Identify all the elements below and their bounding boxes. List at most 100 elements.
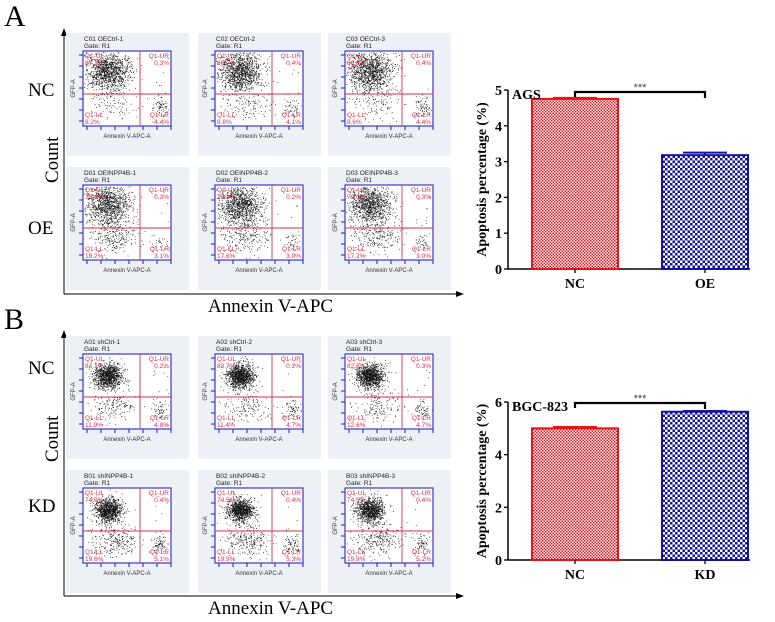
quadrant-lr-label: Q1-LR <box>282 112 301 119</box>
quadrant-lr-label: Q1-LR <box>412 549 431 556</box>
flow-plot: B01 shINPP4B-1 Gate: R1 Q1-UL 74.8% Q1-UR 0.4… <box>66 470 189 593</box>
quadrant-ur-value: 0.3% <box>154 60 169 67</box>
x-tick-label: NC <box>565 568 585 583</box>
quadrant-lr-value: 4.1% <box>286 119 301 126</box>
x-tick-label: OE <box>695 277 715 292</box>
flow-sample-name: C03 OECtrl-3 <box>346 36 386 43</box>
flow-plot-title: A01 shCtrl-1 Gate: R1 <box>84 339 120 353</box>
quadrant-ur-label: Q1-UR <box>411 53 432 60</box>
flow-plot: C02 OECtrl-2 Gate: R1 Q1-UL 86.7% Q1-UR 0.4% Q… <box>198 33 321 156</box>
flow-y-axis-label: GFP-A <box>203 382 209 400</box>
flow-x-axis-label: Annexin V-APC-A <box>235 437 282 443</box>
flow-x-axis-label: Annexin V-APC-A <box>103 268 150 274</box>
quadrant-ll-label: Q1-LL <box>347 549 365 556</box>
quadrant-ll-value: 12.6% <box>347 422 366 429</box>
flow-gate: Gate: R1 <box>84 177 111 184</box>
quadrant-ul-value: 86.6% <box>347 60 366 67</box>
quadrant-ul-value: 74.5% <box>217 497 236 504</box>
quadrant-lr-label: Q1-LR <box>282 415 301 422</box>
flow-plot-title: A02 shCtrl-2 Gate: R1 <box>216 339 252 353</box>
quadrant-ll-label: Q1-LL <box>217 112 235 119</box>
x-tick-label: NC <box>565 277 585 292</box>
scatter-points <box>216 491 300 561</box>
quadrant-ul-value: 83.1% <box>85 363 104 370</box>
flow-plot: C01 OECtrl-1 Gate: R1 Q1-UL 87.1% Q1-UR 0.3% Q… <box>66 33 189 156</box>
scatter-points <box>216 52 302 121</box>
flow-plot-title: B01 shINPP4B-1 Gate: R1 <box>84 473 133 487</box>
flow-sample-name: B01 shINPP4B-1 <box>84 473 134 480</box>
scatter-points <box>346 52 432 125</box>
quadrant-lr-value: 5.1% <box>154 556 169 563</box>
flow-plot: D01 OEINPP4B-1 Gate: R1 Q1-UL 78.4% Q1-UR 0.3… <box>66 167 189 290</box>
flow-y-axis-label: GFP-A <box>71 382 77 400</box>
flow-gate: Gate: R1 <box>216 177 243 184</box>
quadrant-ll-label: Q1-LL <box>347 246 365 253</box>
flow-y-axis-label: GFP-A <box>71 213 77 231</box>
quadrant-ll-label: Q1-LL <box>217 549 235 556</box>
quadrant-lr-value: 3.0% <box>416 253 431 260</box>
quadrant-ul-label: Q1-UL <box>85 490 105 497</box>
quadrant-ur-label: Q1-UR <box>281 356 302 363</box>
row-label-oe-a: OE <box>28 218 54 239</box>
scatter-points <box>218 356 302 427</box>
quadrant-ul-label: Q1-UL <box>85 53 105 60</box>
quadrant-ul-label: Q1-UL <box>217 490 237 497</box>
quadrant-ur-value: 0.4% <box>416 497 431 504</box>
bar-kd <box>661 410 749 561</box>
flow-sample-name: C02 OECtrl-2 <box>216 36 256 43</box>
quadrant-lr-label: Q1-LR <box>150 246 169 253</box>
y-tick-label: 2 <box>495 191 502 206</box>
flow-sample-name: A02 shCtrl-2 <box>216 339 253 346</box>
flow-sample-name: C01 OECtrl-1 <box>84 36 124 43</box>
flow-sample-name: A01 shCtrl-1 <box>84 339 121 346</box>
flow-y-axis-label: GFP-A <box>333 516 339 534</box>
quadrant-ur-label: Q1-UR <box>149 356 170 363</box>
quadrant-ul-label: Q1-UL <box>347 356 367 363</box>
quadrant-ll-value: 18.2% <box>85 253 104 260</box>
quadrant-lr-label: Q1-LR <box>150 549 169 556</box>
quadrant-ul-label: Q1-UL <box>85 356 105 363</box>
flow-x-axis-label: Annexin V-APC-A <box>235 268 282 274</box>
quadrant-ur-label: Q1-UR <box>411 356 432 363</box>
quadrant-ul-label: Q1-UL <box>217 356 237 363</box>
quadrant-ul-value: 78.4% <box>85 194 104 201</box>
bar-nc <box>531 97 619 271</box>
flow-gate: Gate: R1 <box>84 43 111 50</box>
significance-label: *** <box>634 393 648 405</box>
flow-plot: D02 OEINPP4B-2 Gate: R1 Q1-UL 79.2% Q1-UR 0.2… <box>198 167 321 290</box>
flow-plot: C03 OECtrl-3 Gate: R1 Q1-UL 86.6% Q1-UR 0.4% Q… <box>328 33 451 156</box>
row-label-nc-a: NC <box>28 80 55 101</box>
y-tick-label: 3 <box>495 156 502 171</box>
significance-bracket <box>573 401 707 409</box>
quadrant-lr-label: Q1-LR <box>282 549 301 556</box>
quadrant-ul-value: 87.1% <box>85 60 104 67</box>
flow-gate: Gate: R1 <box>216 43 243 50</box>
quadrant-ul-label: Q1-UL <box>85 187 105 194</box>
y-tick-label: 5 <box>495 84 502 99</box>
quadrant-ul-value: 83.7% <box>217 363 236 370</box>
plot-area <box>344 50 434 127</box>
flow-plot: D03 OEINPP4B-3 Gate: R1 Q1-UL 79.0% Q1-UR 0.3… <box>328 167 451 290</box>
flow-y-axis-label: GFP-A <box>333 213 339 231</box>
y-tick-label: 4 <box>495 120 502 135</box>
y-tick-label: 2 <box>495 501 502 516</box>
quadrant-ur-value: 0.3% <box>416 194 431 201</box>
y-tick-label: 0 <box>495 554 502 569</box>
quadrant-ll-value: 11.9% <box>85 422 103 429</box>
flow-x-axis-label: Annexin V-APC-A <box>235 571 282 577</box>
flow-x-axis-label: Annexin V-APC-A <box>235 134 282 140</box>
row-label-kd-b: KD <box>28 496 56 517</box>
flow-x-axis-label: Annexin V-APC-A <box>103 571 150 577</box>
quadrant-lr-value: 4.4% <box>154 119 169 126</box>
quadrant-ll-label: Q1-LL <box>85 246 103 253</box>
quadrant-ul-value: 79.0% <box>347 194 366 201</box>
quadrant-ur-label: Q1-UR <box>149 53 170 60</box>
quadrant-ul-value: 86.7% <box>217 60 236 67</box>
quadrant-ll-label: Q1-LL <box>85 112 103 119</box>
quadrant-ur-value: 0.3% <box>154 194 169 201</box>
quadrant-ll-value: 19.9% <box>217 556 236 563</box>
scatter-points <box>87 489 169 562</box>
quadrant-ul-label: Q1-UL <box>347 53 367 60</box>
quadrant-lr-value: 4.8% <box>154 422 169 429</box>
significance-bracket <box>573 90 707 98</box>
